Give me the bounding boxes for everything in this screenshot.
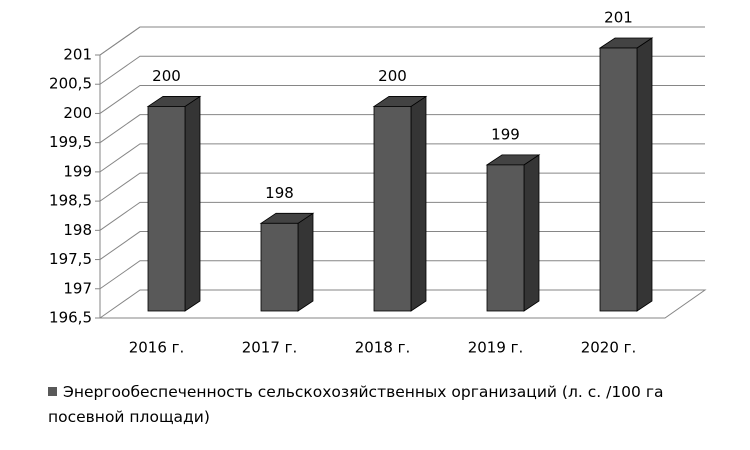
grid-line <box>99 143 705 173</box>
chart: 196,5 197 197,5 198 198,5 199 199,5 200 200,5 201… <box>49 9 707 357</box>
x-tick-label: 2020 г. <box>581 339 637 357</box>
x-tick-label: 2018 г. <box>355 339 411 357</box>
y-tick-label: 198 <box>63 221 92 239</box>
bar-side <box>636 37 653 312</box>
grid-line <box>99 84 705 114</box>
y-tick-label: 198,5 <box>49 192 92 210</box>
grid-line <box>99 55 705 85</box>
grid-line <box>99 114 705 144</box>
x-tick-label: 2019 г. <box>468 339 524 357</box>
data-label: 200 <box>378 67 407 85</box>
data-label: 198 <box>265 184 294 202</box>
bar-side <box>184 95 201 312</box>
grid-line <box>99 26 705 56</box>
bar-side <box>297 212 314 312</box>
y-tick-label: 199 <box>63 162 92 180</box>
bar-side <box>410 95 427 312</box>
bar <box>373 106 412 312</box>
legend-key <box>48 387 57 396</box>
bar <box>486 164 525 312</box>
x-tick-label: 2016 г. <box>129 339 185 357</box>
bar <box>599 47 638 312</box>
bar-side <box>523 154 540 312</box>
data-label: 201 <box>604 9 633 27</box>
y-tick-label: 200 <box>63 104 92 122</box>
data-label: 199 <box>491 125 520 143</box>
y-tick-label: 197,5 <box>49 250 92 268</box>
legend: Энергообеспеченность сельскохозяйственны… <box>48 380 728 430</box>
y-tick-label: 201 <box>63 46 92 64</box>
bar <box>147 106 186 312</box>
y-tick-label: 200,5 <box>49 75 92 93</box>
y-tick-label: 196,5 <box>49 309 92 327</box>
y-tick-label: 197 <box>63 279 92 297</box>
x-tick-label: 2017 г. <box>242 339 298 357</box>
y-tick-label: 199,5 <box>49 133 92 151</box>
bar <box>260 222 299 312</box>
data-label: 200 <box>152 67 181 85</box>
legend-label: Энергообеспеченность сельскохозяйственны… <box>48 383 664 426</box>
